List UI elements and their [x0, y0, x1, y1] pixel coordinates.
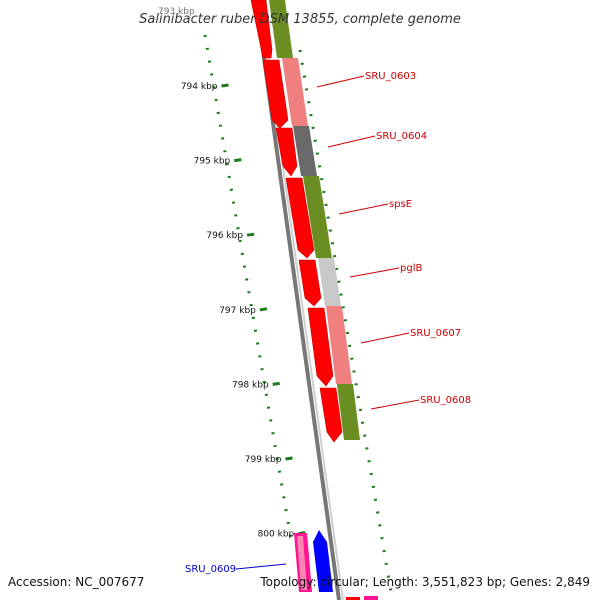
callout-line: [349, 267, 400, 278]
tick-label: 794 kbp: [181, 82, 218, 92]
cds-arrow: [285, 177, 315, 259]
red-feature-small: [346, 597, 360, 600]
callout-line: [360, 332, 410, 344]
gc-outer-dotted-track: [298, 49, 394, 599]
gene-labels[interactable]: SRU_0603 SRU_0604 spsE pglB SRU_0607 SRU…: [185, 71, 471, 575]
accession-label: Accession: NC_007677: [8, 575, 145, 589]
cog-block: [337, 384, 360, 440]
tick-label: 799 kbp: [245, 455, 282, 465]
gene-label: SRU_0603: [365, 71, 416, 82]
tick-dash: [221, 83, 229, 88]
tick-dash: [259, 307, 268, 312]
pink-feature-light: [297, 536, 307, 590]
blue-feature-arrow: [313, 530, 333, 592]
callout-line: [327, 135, 376, 148]
tick-label: 795 kbp: [194, 157, 231, 167]
cog-block: [282, 58, 308, 126]
tick-label: 798 kbp: [232, 380, 269, 390]
gene-label: SRU_0609: [185, 564, 236, 575]
gene-callouts: [235, 75, 420, 570]
cog-block: [303, 176, 332, 258]
genome-title: Salinibacter ruber DSM 13855, complete g…: [139, 12, 461, 27]
cds-track[interactable]: [250, 0, 343, 443]
cds-arrow: [307, 307, 334, 387]
tick-label: 796 kbp: [206, 231, 243, 241]
cog-block: [326, 306, 352, 384]
cds-arrow: [262, 59, 289, 129]
gene-label: SRU_0607: [410, 328, 461, 339]
tick-label: 800 kbp: [258, 530, 295, 540]
cog-block: [269, 0, 293, 58]
callout-line: [235, 563, 287, 570]
cog-track: [269, 0, 360, 440]
tick-label: 797 kbp: [219, 306, 256, 316]
callout-line: [370, 399, 420, 410]
tick-dash: [285, 456, 293, 461]
pink-feature-small: [364, 596, 378, 600]
tick-dash: [272, 381, 280, 386]
cds-arrow: [250, 0, 273, 59]
gene-label: SRU_0608: [420, 395, 471, 406]
callout-line: [316, 75, 365, 88]
cds-arrow: [298, 259, 322, 307]
cds-arrow: [275, 127, 298, 177]
gene-label: pglB: [400, 263, 422, 274]
gene-label: SRU_0604: [376, 131, 427, 142]
cog-block: [318, 258, 341, 306]
callout-line: [338, 203, 389, 215]
clipped-tick-label: 793 kbp: [158, 7, 195, 17]
topology-label: Topology: circular; Length: 3,551,823 bp…: [260, 575, 590, 589]
bottom-features[interactable]: [294, 530, 378, 600]
tick-dash: [246, 232, 255, 237]
cds-arrow: [319, 387, 343, 443]
tick-dash: [234, 158, 242, 163]
gene-label: spsE: [389, 199, 412, 210]
cog-block: [293, 126, 317, 176]
